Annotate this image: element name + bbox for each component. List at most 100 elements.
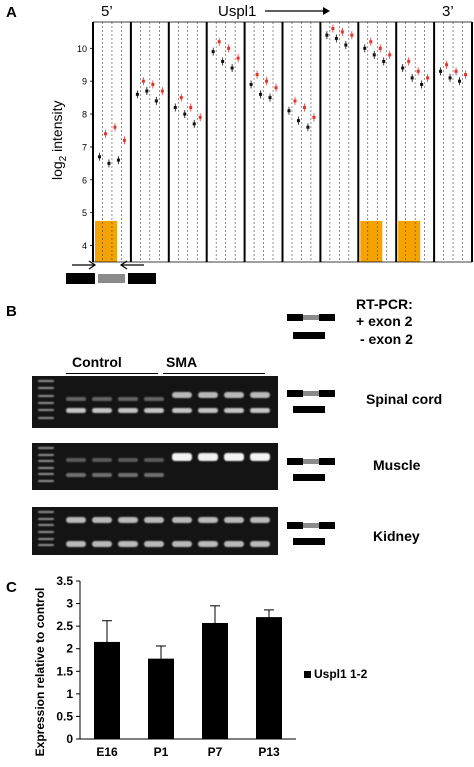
gel-image-kidney <box>32 507 278 555</box>
upper-band <box>66 397 86 401</box>
control-probe-point <box>259 92 263 96</box>
control-probe-point <box>268 96 272 100</box>
chart-y-tick-label: 3.5 <box>56 574 73 588</box>
chart-y-axis-label: Expression relative to control <box>33 588 47 757</box>
panel-c-letter: C <box>6 579 17 596</box>
tissue-label-kidney: Kidney <box>373 528 420 544</box>
ladder-band <box>38 447 54 449</box>
sma-probe-point <box>369 40 373 44</box>
plus-exon-label: + exon 2 <box>356 313 413 329</box>
control-probe-point <box>439 69 443 73</box>
lower-band <box>224 541 244 547</box>
upper-band <box>172 453 192 461</box>
sma-probe-point <box>265 79 269 83</box>
lower-band <box>92 473 112 477</box>
five-prime-label: 5’ <box>101 3 113 20</box>
bar-p13 <box>256 617 282 739</box>
ladder-band <box>38 537 54 540</box>
highlighted-exon-bar <box>360 220 383 262</box>
sma-probe-point <box>407 59 411 63</box>
y-tick-label: 9 <box>82 77 87 87</box>
ladder-band <box>38 387 54 390</box>
control-probe-point <box>401 66 405 70</box>
band-diagram-kidney <box>287 522 337 548</box>
sma-probe-point <box>217 40 221 44</box>
sma-probe-point <box>464 73 468 77</box>
sma-probe-point <box>122 138 126 142</box>
lower-band <box>66 541 86 547</box>
sma-probe-point <box>189 105 193 109</box>
upper-band <box>118 458 138 462</box>
sma-probe-point <box>340 30 344 34</box>
sma-probe-point <box>293 99 297 103</box>
control-probe-point <box>154 99 158 103</box>
group-label-sma: SMA <box>166 354 198 370</box>
upper-band <box>118 517 138 523</box>
expression-bar-chart: 0 0.5 1 1.5 2 2.5 3 3.5 E16 P1 P7 P13 Uspl1 1-2 Expr… <box>33 574 368 759</box>
upper-band <box>224 453 244 461</box>
sma-probe-point <box>350 33 354 37</box>
sma-probe-point <box>388 53 392 57</box>
ladder-band <box>38 453 54 456</box>
sma-probe-point <box>416 69 420 73</box>
upper-band <box>144 458 164 462</box>
upper-band <box>172 517 192 523</box>
control-probe-point <box>97 155 101 159</box>
y-tick-label: 5 <box>82 208 87 218</box>
sma-probe-point <box>227 46 231 50</box>
control-probe-point <box>287 109 291 113</box>
lower-band <box>144 408 164 413</box>
ladder-band <box>38 409 54 412</box>
chart-y-tick-label: 2 <box>66 642 73 656</box>
sma-probe-point <box>141 79 145 83</box>
sma-probe-point <box>113 125 117 129</box>
lower-band <box>66 408 86 413</box>
sma-probe-point <box>274 86 278 90</box>
chart-y-tick-label: 1 <box>66 687 73 701</box>
sma-probe-point <box>151 82 155 86</box>
gel-image-muscle <box>32 443 278 490</box>
ladder-band <box>38 394 54 397</box>
reverse-primer-arrow-icon <box>119 260 144 270</box>
lower-band <box>92 408 112 413</box>
chart-y-tick-label: 0.5 <box>56 709 73 723</box>
upper-band <box>224 517 244 523</box>
lower-band <box>144 473 164 477</box>
lower-band <box>66 473 86 477</box>
control-probe-point <box>211 50 215 54</box>
sma-probe-point <box>179 96 183 100</box>
band-diagram-spinal-cord <box>287 390 337 416</box>
control-probe-point <box>306 125 310 129</box>
chart-y-tick-label: 3 <box>66 597 73 611</box>
ladder-band <box>38 416 54 419</box>
upper-band <box>144 397 164 401</box>
upper-band <box>250 392 270 398</box>
control-probe-point <box>448 76 452 80</box>
control-probe-point <box>382 59 386 63</box>
gel-image-spinal-cord <box>32 376 278 428</box>
y-tick-label: 7 <box>82 142 87 152</box>
control-probe-point <box>372 53 376 57</box>
chart-y-tick-label: 2.5 <box>56 619 73 633</box>
chart-x-tick-label: P7 <box>208 745 223 759</box>
group-label-control: Control <box>72 354 122 370</box>
ladder-band <box>38 479 54 482</box>
sma-probe-point <box>331 27 335 31</box>
lower-band <box>250 541 270 547</box>
rtpcr-legend-diagram <box>287 314 337 344</box>
control-probe-point <box>458 79 462 83</box>
upper-band <box>198 392 218 398</box>
legend-label: Uspl1 1-2 <box>314 667 368 681</box>
control-probe-point <box>410 76 414 80</box>
ladder-band <box>38 517 54 520</box>
y-tick-label: 4 <box>82 241 87 251</box>
direction-arrow-icon <box>265 7 330 15</box>
lower-band <box>118 541 138 547</box>
ladder-band <box>38 466 54 469</box>
control-probe-point <box>145 89 149 93</box>
chart-x-tick-label: E16 <box>96 745 118 759</box>
chart-y-tick-label: 0 <box>66 732 73 746</box>
upper-band <box>224 392 244 398</box>
band-diagram-muscle <box>287 458 337 484</box>
control-probe-point <box>363 46 367 50</box>
